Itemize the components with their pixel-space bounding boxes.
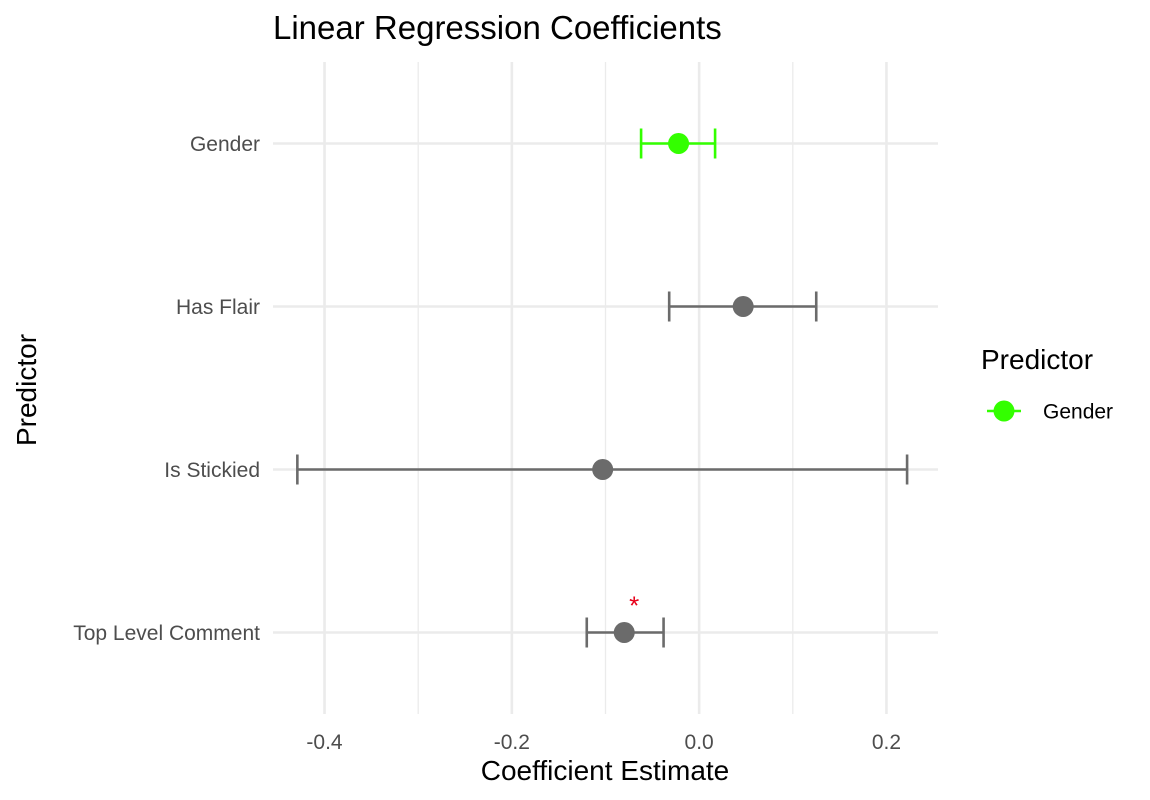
- grid-layer: [273, 62, 938, 714]
- y-tick-label: Has Flair: [176, 296, 260, 319]
- legend-entries: Gender: [987, 400, 1113, 424]
- x-tick-label: 0.0: [685, 731, 714, 754]
- errorbar-layer: [296, 128, 909, 648]
- legend-entry-label: Gender: [1043, 401, 1113, 424]
- y-tick-label: Gender: [190, 133, 260, 156]
- x-tick-label: -0.2: [494, 731, 530, 754]
- axis-label-layer: -0.4 -0.2 0.0 0.2 Gender Has Flair Is Stickied…: [73, 133, 901, 754]
- y-axis-title: Predictor: [11, 334, 42, 446]
- legend-key-point: [993, 400, 1015, 422]
- x-axis-title: Coefficient Estimate: [481, 755, 730, 786]
- y-tick-label: Is Stickied: [164, 459, 260, 482]
- legend: Predictor Gender: [981, 344, 1113, 424]
- x-tick-label: 0.2: [872, 731, 901, 754]
- coefficient-point: [732, 296, 754, 317]
- legend-title: Predictor: [981, 344, 1093, 375]
- point-layer: [592, 133, 754, 643]
- y-tick-label: Top Level Comment: [73, 622, 260, 645]
- coefficient-point: [592, 459, 614, 480]
- chart-title: Linear Regression Coefficients: [273, 9, 722, 46]
- coefficient-point: [668, 133, 690, 154]
- coefficient-point: [613, 622, 635, 643]
- x-tick-label: -0.4: [306, 731, 343, 754]
- significance-marker: *: [629, 591, 639, 621]
- annotation-layer: *: [629, 591, 639, 621]
